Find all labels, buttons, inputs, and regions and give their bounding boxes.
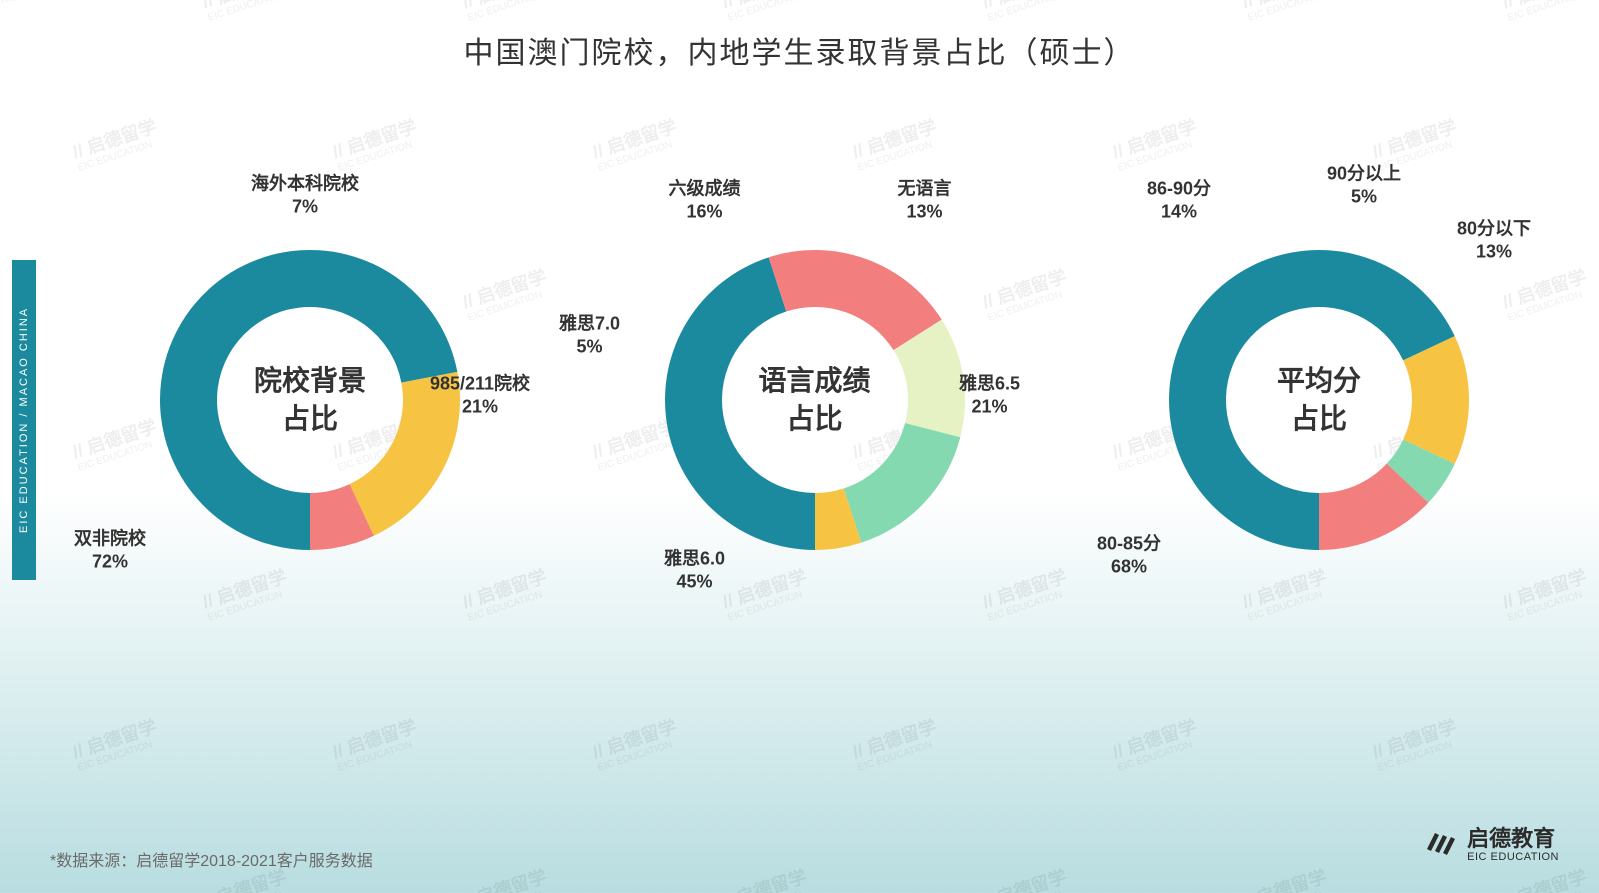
donut-center-line1: 平均分 [1277, 362, 1361, 400]
segment-percent: 72% [74, 550, 146, 573]
segment-label: 雅思6.045% [664, 548, 725, 593]
donut-center-label: 语言成绩占比 [758, 362, 870, 438]
brand-icon [1421, 827, 1457, 863]
watermark: // 启德留学EIC EDUCATION [200, 867, 292, 893]
watermark: // 启德留学EIC EDUCATION [330, 717, 422, 773]
segment-percent: 5% [1327, 185, 1401, 208]
segment-percent: 13% [1457, 240, 1531, 263]
segment-label: 六级成绩16% [669, 178, 741, 223]
segment-name: 双非院校 [74, 528, 146, 551]
watermark: // 启德留学EIC EDUCATION [720, 0, 812, 23]
donut-chart: 院校背景占比双非院校72%985/211院校21%海外本科院校7% [70, 180, 550, 620]
watermark: // 启德留学EIC EDUCATION [850, 117, 942, 173]
watermark: // 启德留学EIC EDUCATION [1240, 867, 1332, 893]
segment-percent: 21% [959, 395, 1020, 418]
watermark: // 启德留学EIC EDUCATION [590, 117, 682, 173]
donut-center-line1: 院校背景 [254, 362, 366, 400]
segment-label: 80-85分68% [1097, 533, 1161, 578]
segment-name: 90分以上 [1327, 163, 1401, 186]
watermark: // 启德留学EIC EDUCATION [0, 0, 32, 23]
brand-name-en: EIC EDUCATION [1467, 851, 1559, 863]
watermark: // 启德留学EIC EDUCATION [980, 867, 1072, 893]
watermark: // 启德留学EIC EDUCATION [200, 0, 292, 23]
donut-center-line1: 语言成绩 [758, 362, 870, 400]
segment-name: 985/211院校 [430, 373, 530, 396]
donut-center-label: 平均分占比 [1277, 362, 1361, 438]
segment-name: 80分以下 [1457, 218, 1531, 241]
segment-name: 86-90分 [1147, 178, 1211, 201]
segment-label: 86-90分14% [1147, 178, 1211, 223]
donut-center-line2: 占比 [254, 400, 366, 438]
watermark: // 启德留学EIC EDUCATION [1240, 0, 1332, 23]
watermark: // 启德留学EIC EDUCATION [720, 867, 812, 893]
segment-name: 海外本科院校 [251, 173, 359, 196]
segment-label: 无语言13% [898, 178, 952, 223]
watermark: // 启德留学EIC EDUCATION [70, 717, 162, 773]
watermark: // 启德留学EIC EDUCATION [70, 117, 162, 173]
segment-name: 雅思7.0 [559, 313, 620, 336]
watermark: // 启德留学EIC EDUCATION [1110, 717, 1202, 773]
charts-row: 院校背景占比双非院校72%985/211院校21%海外本科院校7%语言成绩占比雅… [70, 180, 1559, 620]
page-title: 中国澳门院校，内地学生录取背景占比（硕士） [0, 28, 1599, 72]
donut-center-label: 院校背景占比 [254, 362, 366, 438]
segment-name: 无语言 [898, 178, 952, 201]
segment-label: 90分以上5% [1327, 163, 1401, 208]
data-source-footnote: *数据来源：启德留学2018-2021客户服务数据 [50, 847, 373, 871]
brand-name-cn: 启德教育 [1467, 827, 1559, 851]
segment-label: 海外本科院校7% [251, 173, 359, 218]
segment-percent: 68% [1097, 555, 1161, 578]
segment-percent: 13% [898, 200, 952, 223]
brand-logo: 启德教育 EIC EDUCATION [1421, 827, 1559, 863]
watermark: // 启德留学EIC EDUCATION [460, 0, 552, 23]
donut-center-line2: 占比 [1277, 400, 1361, 438]
segment-name: 80-85分 [1097, 533, 1161, 556]
donut-chart: 平均分占比80-85分68%86-90分14%90分以上5%80分以下13% [1079, 180, 1559, 620]
watermark: // 启德留学EIC EDUCATION [330, 117, 422, 173]
segment-name: 雅思6.5 [959, 373, 1020, 396]
sidebar-label: EIC EDUCATION / MACAO CHINA [12, 260, 36, 580]
watermark: // 启德留学EIC EDUCATION [590, 717, 682, 773]
donut-center-line2: 占比 [758, 400, 870, 438]
segment-name: 雅思6.0 [664, 548, 725, 571]
segment-percent: 45% [664, 570, 725, 593]
segment-label: 雅思6.521% [959, 373, 1020, 418]
donut-chart: 语言成绩占比雅思6.045%雅思6.521%无语言13%六级成绩16%雅思7.0… [575, 180, 1055, 620]
segment-percent: 7% [251, 195, 359, 218]
segment-percent: 16% [669, 200, 741, 223]
segment-label: 80分以下13% [1457, 218, 1531, 263]
watermark: // 启德留学EIC EDUCATION [460, 867, 552, 893]
segment-label: 985/211院校21% [430, 373, 530, 418]
segment-label: 双非院校72% [74, 528, 146, 573]
watermark: // 启德留学EIC EDUCATION [1110, 117, 1202, 173]
segment-label: 雅思7.05% [559, 313, 620, 358]
donut-segment [768, 250, 941, 350]
segment-name: 六级成绩 [669, 178, 741, 201]
watermark: // 启德留学EIC EDUCATION [850, 717, 942, 773]
segment-percent: 21% [430, 395, 530, 418]
segment-percent: 5% [559, 335, 620, 358]
donut-segment [843, 423, 960, 543]
watermark: // 启德留学EIC EDUCATION [1500, 0, 1592, 23]
segment-percent: 14% [1147, 200, 1211, 223]
watermark: // 启德留学EIC EDUCATION [1370, 717, 1462, 773]
watermark: // 启德留学EIC EDUCATION [980, 0, 1072, 23]
watermark: // 启德留学EIC EDUCATION [1500, 867, 1592, 893]
